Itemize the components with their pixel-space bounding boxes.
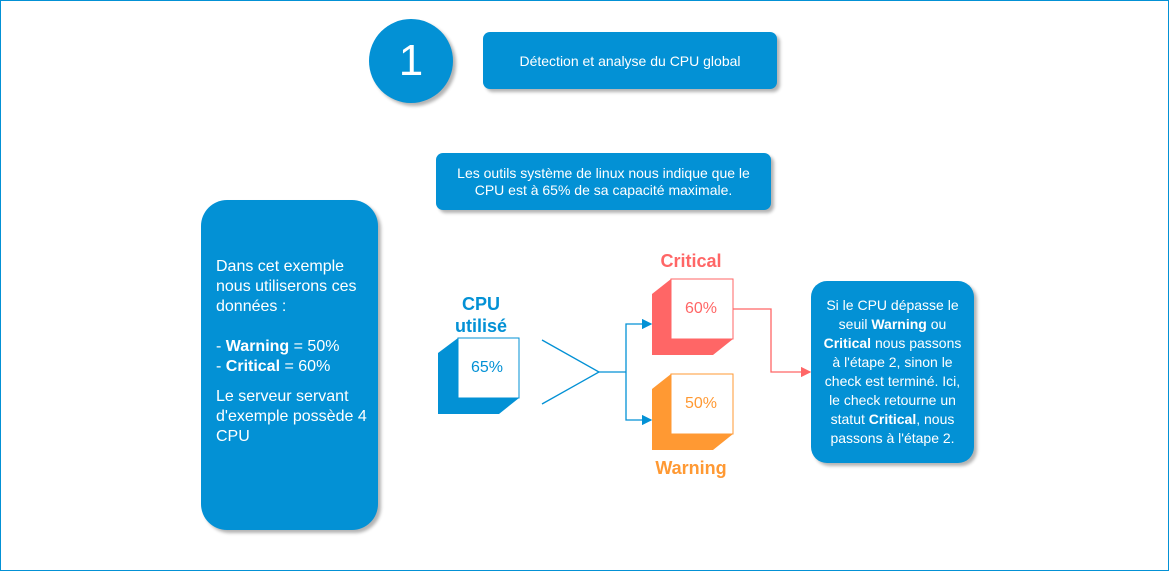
cpu-value: 65% <box>471 359 504 376</box>
critical-value: = 60% <box>280 358 331 375</box>
server-text: Le serveur servant d'exemple possède 4 C… <box>216 388 367 445</box>
critical-cube <box>652 278 734 355</box>
compare-connector <box>541 318 653 426</box>
cpu-info-box: Les outils système de linux nous indique… <box>436 153 771 210</box>
cpu-cube <box>438 337 520 414</box>
warning-cube <box>652 373 734 450</box>
critical-line: - Critical = 60% <box>216 358 331 375</box>
result-text: Si le CPU dépasse le seuil Warning ou Cr… <box>823 297 962 446</box>
cpu-label-line2: utilisé <box>454 316 507 336</box>
warning-threshold-value: 50% <box>685 395 718 412</box>
result-box: Si le CPU dépasse le seuil Warning ou Cr… <box>811 281 974 463</box>
critical-label: Critical <box>225 358 281 375</box>
warning-line: - Warning = 50% <box>216 338 340 355</box>
warning-label: Warning <box>225 338 290 355</box>
cpu-label-line1: CPU <box>461 294 500 314</box>
intro-text: Dans cet exemple nous utiliserons ces do… <box>216 258 357 315</box>
cpu-label: CPU utilisé <box>441 293 521 337</box>
example-data-box: Dans cet exemple nous utiliserons ces do… <box>201 200 378 530</box>
warning-title: Warning <box>655 458 727 478</box>
critical-threshold-value: 60% <box>685 300 718 317</box>
cpu-info-text: Les outils système de linux nous indique… <box>457 164 750 198</box>
critical-arrow <box>733 308 812 378</box>
step-number-badge: 1 <box>369 19 453 103</box>
critical-title: Critical <box>660 251 722 271</box>
warning-value: = 50% <box>289 338 340 355</box>
step-title: Détection et analyse du CPU global <box>483 32 777 89</box>
